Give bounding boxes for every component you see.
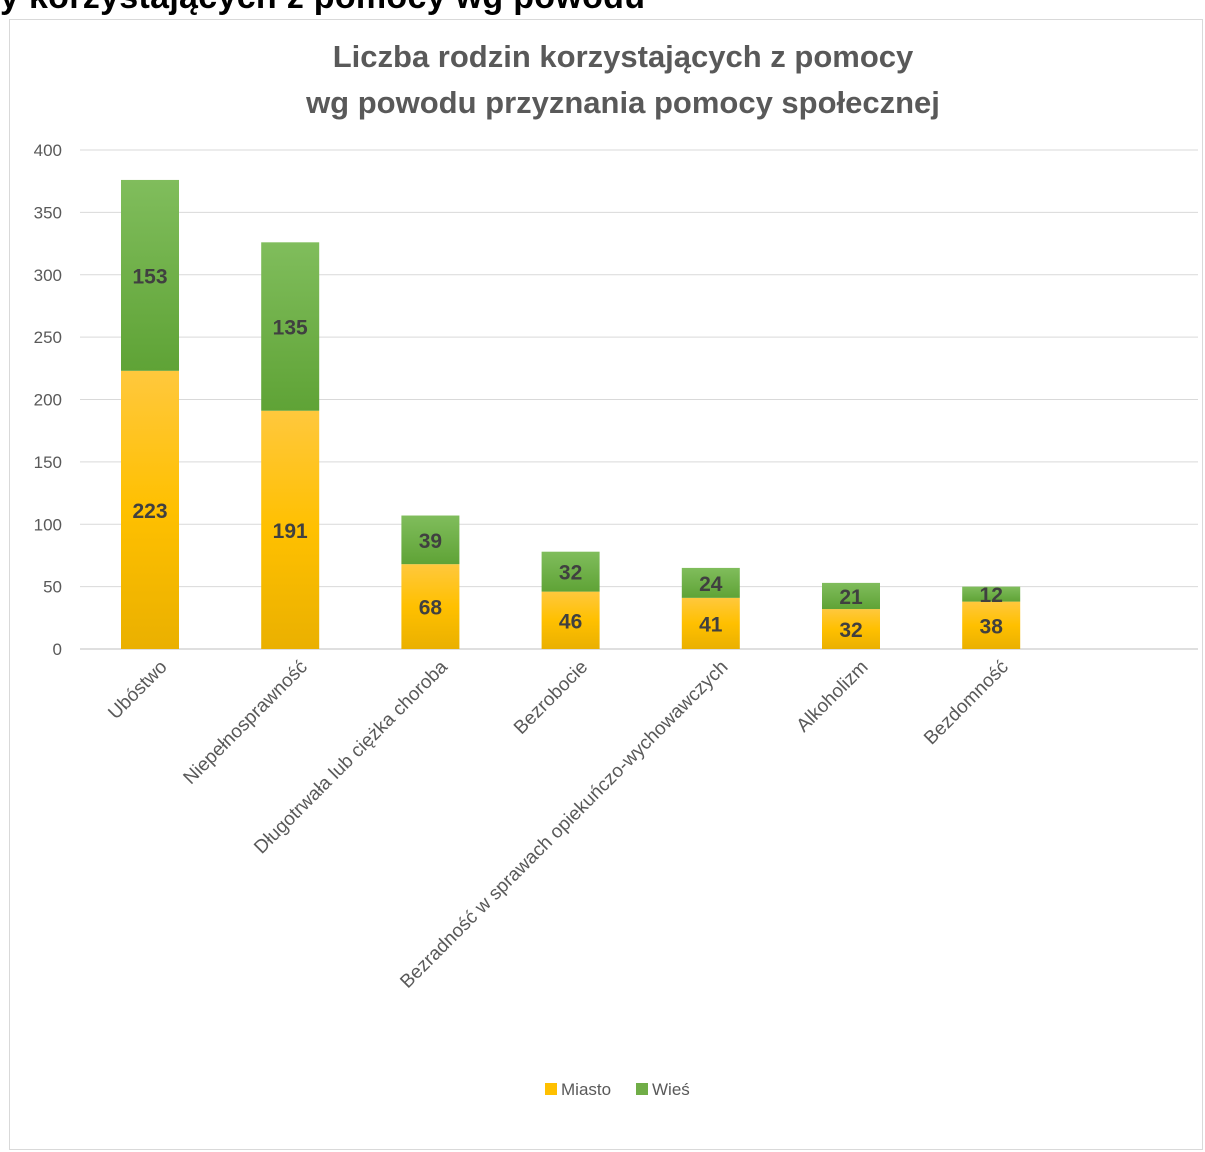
bars bbox=[121, 179, 1021, 649]
legend: Miasto Wieś bbox=[545, 1080, 690, 1099]
data-label-wieś-4: 32 bbox=[559, 562, 582, 585]
data-label-wieś-1: 153 bbox=[132, 265, 167, 288]
bar-miasto-6 bbox=[822, 609, 880, 649]
chart-title-line-1: Liczba rodzin korzystających z pomocy bbox=[333, 39, 914, 74]
data-label-wieś-6: 21 bbox=[839, 586, 863, 609]
chart-area bbox=[9, 19, 1203, 1150]
y-axis-ticks: 0 50 100 150 200 250 300 350 400 bbox=[34, 141, 62, 659]
bar-wieś-1 bbox=[121, 179, 179, 371]
gridlines bbox=[80, 149, 1198, 650]
bar-wieś-2 bbox=[261, 242, 320, 411]
y-tick-label: 200 bbox=[34, 391, 62, 410]
category-label: Bezrobocie bbox=[510, 657, 592, 739]
bar-miasto-2 bbox=[261, 410, 320, 649]
y-tick-label: 350 bbox=[34, 203, 62, 222]
data-label-wieś-2: 135 bbox=[273, 317, 308, 340]
data-label-miasto-2: 191 bbox=[273, 520, 308, 543]
chart-title: Liczba rodzin korzystających z pomocy wg … bbox=[305, 39, 940, 120]
data-label-wieś-5: 24 bbox=[699, 573, 723, 596]
y-tick-label: 150 bbox=[34, 453, 62, 472]
category-label: Bezradność w sprawach opiekuńczo-wychowa… bbox=[396, 657, 732, 993]
bar-miasto-4 bbox=[541, 591, 600, 649]
bar-wieś-7 bbox=[962, 586, 1021, 602]
chart-title-line-2: wg powodu przyznania pomocy społecznej bbox=[305, 85, 940, 120]
data-label-miasto-1: 223 bbox=[132, 500, 167, 523]
legend-label-miasto: Miasto bbox=[561, 1080, 611, 1099]
y-tick-label: 250 bbox=[34, 328, 62, 347]
bar-miasto-5 bbox=[681, 597, 740, 649]
y-tick-label: 300 bbox=[34, 266, 62, 285]
category-label: Niepełnosprawność bbox=[180, 657, 312, 789]
data-label-miasto-3: 68 bbox=[419, 597, 443, 620]
data-label-miasto-7: 38 bbox=[980, 615, 1004, 638]
data-label-miasto-6: 32 bbox=[839, 619, 862, 642]
y-tick-label: 50 bbox=[43, 578, 62, 597]
y-tick-label: 100 bbox=[34, 515, 62, 534]
bar-wieś-3 bbox=[401, 515, 460, 565]
bar-miasto-7 bbox=[962, 601, 1021, 649]
page-heading-cut: y korzystających z pomocy wg powodu bbox=[0, 0, 1205, 18]
bar-miasto-3 bbox=[401, 564, 460, 649]
legend-label-wieś: Wieś bbox=[652, 1080, 690, 1099]
data-label-wieś-3: 39 bbox=[419, 530, 442, 553]
data-label-miasto-5: 41 bbox=[699, 613, 723, 636]
category-label: Bezdomność bbox=[920, 657, 1013, 750]
legend-swatch-miasto bbox=[545, 1083, 557, 1095]
category-label: Ubóstwo bbox=[104, 657, 171, 724]
y-tick-label: 0 bbox=[53, 640, 62, 659]
bar-wieś-5 bbox=[681, 567, 740, 598]
data-labels: 223 153 191 135 68 39 46 32 41 24 32 21 38 12 bbox=[132, 265, 1003, 642]
category-label: Alkoholizm bbox=[793, 657, 873, 737]
legend-swatch-wieś bbox=[636, 1083, 648, 1095]
bar-miasto-1 bbox=[121, 370, 179, 649]
bar-wieś-4 bbox=[541, 551, 600, 592]
data-label-wieś-7: 12 bbox=[980, 584, 1003, 607]
y-tick-label: 400 bbox=[34, 141, 62, 160]
data-label-miasto-4: 46 bbox=[559, 610, 582, 633]
bar-wieś-6 bbox=[822, 582, 880, 610]
